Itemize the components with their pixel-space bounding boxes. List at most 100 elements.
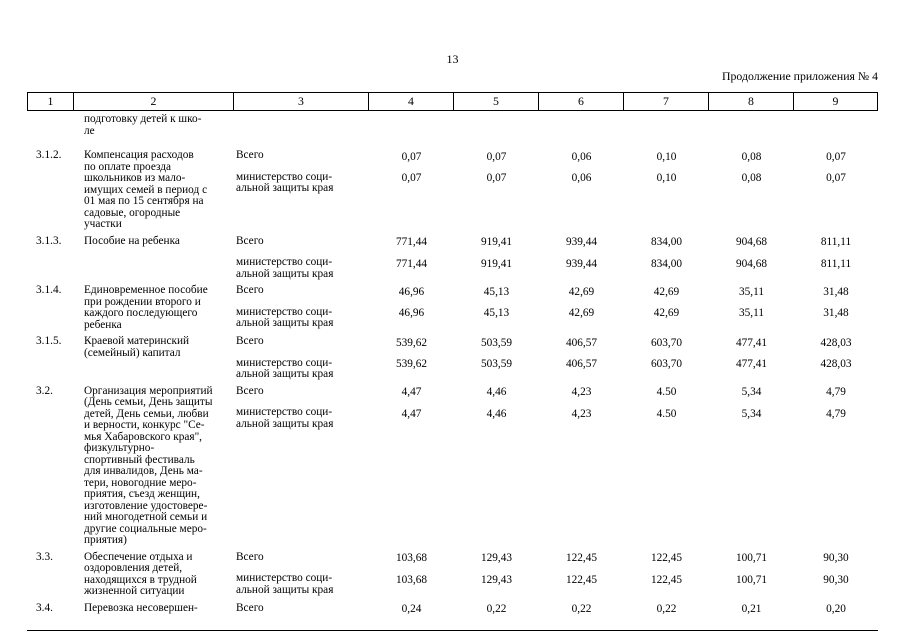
row-values: Всего 0,24 0,22 0,22 0,22 0,21 0,20 xyxy=(234,601,878,616)
value-cell: 0,08 xyxy=(741,172,762,184)
row-values: Всего 4,47 4,46 4,23 4.50 5,34 4,79 мини… xyxy=(234,384,878,547)
value-cell: 0,07 xyxy=(486,150,507,163)
subrow-ministry: министерство соци- альной защиты края 46… xyxy=(234,306,878,330)
value-cell: 811,11 xyxy=(820,236,852,248)
value-cell: 122,45 xyxy=(650,573,683,586)
row-number: 3.1.3. xyxy=(36,234,62,247)
row-number: 3.2. xyxy=(36,384,53,397)
column-header-2: 2 xyxy=(74,92,234,111)
value-cell: 4,79 xyxy=(826,386,846,398)
value-cell: 90,30 xyxy=(823,552,849,564)
table-row: 3.2. Организация мероприятий (День семьи… xyxy=(27,384,878,547)
column-header-1: 1 xyxy=(27,92,74,111)
value-cell: 46,96 xyxy=(398,285,425,298)
value-cell: 0,22 xyxy=(571,603,592,615)
column-header-7: 7 xyxy=(624,92,709,111)
value-cell: 4,46 xyxy=(486,407,507,420)
value-cell: 45,13 xyxy=(483,285,510,298)
value-cell: 103,68 xyxy=(395,573,428,586)
table-row: 3.1.5. Краевой материнский (семейный) ка… xyxy=(27,335,878,381)
row-values: Всего 46,96 45,13 42,69 42,69 35,11 31,4… xyxy=(234,284,878,331)
row-name: Организация мероприятий (День семьи, Ден… xyxy=(84,384,213,546)
value-cell: 0,07 xyxy=(401,150,422,163)
subrow-ministry: министерство соци- альной защиты края 77… xyxy=(234,256,878,280)
value-cell: 103,68 xyxy=(395,552,428,564)
value-cell: 0,07 xyxy=(826,172,846,184)
value-cell: 4,23 xyxy=(571,386,592,398)
value-cell: 834,00 xyxy=(650,236,683,248)
row-name: Компенсация расходов по оплате проезда ш… xyxy=(84,149,208,230)
value-cell: 4.50 xyxy=(656,407,677,420)
executor-label: Всего xyxy=(236,601,264,614)
value-cell: 406,57 xyxy=(565,358,598,370)
value-cell: 42,69 xyxy=(653,307,680,319)
row-number: 3.1.4. xyxy=(36,284,62,296)
value-cell: 771,44 xyxy=(395,257,428,270)
value-cell: 46,96 xyxy=(398,307,425,319)
row-name: Единовременное пособие при рождении втор… xyxy=(84,284,208,331)
subrow-total: Всего 0,07 0,07 0,06 0,10 0,08 0,07 xyxy=(234,149,878,163)
value-cell: 0,06 xyxy=(571,172,592,184)
subrow-total: Всего 539,62 503,59 406,57 603,70 477,41… xyxy=(234,335,878,349)
value-cell: 406,57 xyxy=(565,336,598,349)
appendix-continuation-label: Продолжение приложения № 4 xyxy=(721,69,878,83)
row-values: Всего 539,62 503,59 406,57 603,70 477,41… xyxy=(234,335,878,381)
subrow-total: Всего 46,96 45,13 42,69 42,69 35,11 31,4… xyxy=(234,284,878,298)
value-cell: 122,45 xyxy=(650,552,683,564)
value-cell: 0,20 xyxy=(826,603,846,615)
value-cell: 603,70 xyxy=(650,336,683,349)
row-name: Пособие на ребенка xyxy=(84,234,180,247)
value-cell: 4,46 xyxy=(486,386,507,398)
value-cell: 129,43 xyxy=(480,573,513,586)
value-cell: 122,45 xyxy=(565,552,598,564)
executor-label: Всего xyxy=(236,234,264,247)
table-column-header-row: 1 2 3 4 5 6 7 8 9 xyxy=(27,92,878,111)
column-header-8: 8 xyxy=(709,92,794,111)
value-cell: 919,41 xyxy=(480,257,513,270)
executor-label: министерство соци- альной защиты края xyxy=(236,356,334,380)
column-header-9: 9 xyxy=(794,92,878,111)
row-values: Всего 771,44 919,41 939,44 834,00 904,68… xyxy=(234,234,878,281)
value-cell: 31,48 xyxy=(823,307,849,319)
value-cell: 477,41 xyxy=(735,358,768,370)
value-cell: 539,62 xyxy=(395,358,428,370)
value-cell: 35,11 xyxy=(739,285,764,298)
carryover-text: подготовку детей к шко- ле xyxy=(84,113,202,137)
value-cell: 939,44 xyxy=(565,257,598,270)
value-cell: 5,34 xyxy=(741,407,762,420)
value-cell: 0,08 xyxy=(741,150,762,163)
table-row: 3.1.2. Компенсация расходов по оплате пр… xyxy=(27,149,878,231)
row-number: 3.4. xyxy=(36,601,53,614)
value-cell: 428,03 xyxy=(820,358,852,370)
value-cell: 539,62 xyxy=(395,336,428,349)
value-cell: 35,11 xyxy=(739,307,764,319)
value-cell: 0,21 xyxy=(741,603,762,615)
value-cell: 0,24 xyxy=(401,603,422,615)
column-header-5: 5 xyxy=(454,92,539,111)
value-cell: 31,48 xyxy=(823,285,849,298)
executor-label: Всего xyxy=(236,284,264,296)
value-cell: 100,71 xyxy=(735,552,768,564)
value-cell: 904,68 xyxy=(735,236,768,248)
column-header-3: 3 xyxy=(234,92,369,111)
executor-label: Всего xyxy=(236,384,264,397)
value-cell: 939,44 xyxy=(565,236,598,248)
value-cell: 45,13 xyxy=(483,307,510,319)
value-cell: 100,71 xyxy=(735,573,768,586)
subrow-ministry: министерство соци- альной защиты края 4,… xyxy=(234,406,878,430)
executor-label: министерство соци- альной защиты края xyxy=(236,406,334,430)
row-number: 3.1.2. xyxy=(36,149,62,161)
executor-label: министерство соци- альной защиты края xyxy=(236,572,334,596)
value-cell: 428,03 xyxy=(820,336,852,349)
column-header-6: 6 xyxy=(539,92,624,111)
table-row: 3.4. Перевозка несовершен- Всего 0,24 0,… xyxy=(27,601,878,616)
executor-label: Всего xyxy=(236,550,264,563)
value-cell: 0,07 xyxy=(826,150,846,163)
value-cell: 5,34 xyxy=(741,386,762,398)
value-cell: 0,07 xyxy=(486,172,507,184)
row-name: Обеспечение отдыха и оздоровления детей,… xyxy=(84,550,197,597)
value-cell: 4,23 xyxy=(571,407,592,420)
subrow-total: Всего 0,24 0,22 0,22 0,22 0,21 0,20 xyxy=(234,601,878,616)
value-cell: 919,41 xyxy=(480,236,513,248)
executor-label: министерство соци- альной защиты края xyxy=(236,170,334,194)
